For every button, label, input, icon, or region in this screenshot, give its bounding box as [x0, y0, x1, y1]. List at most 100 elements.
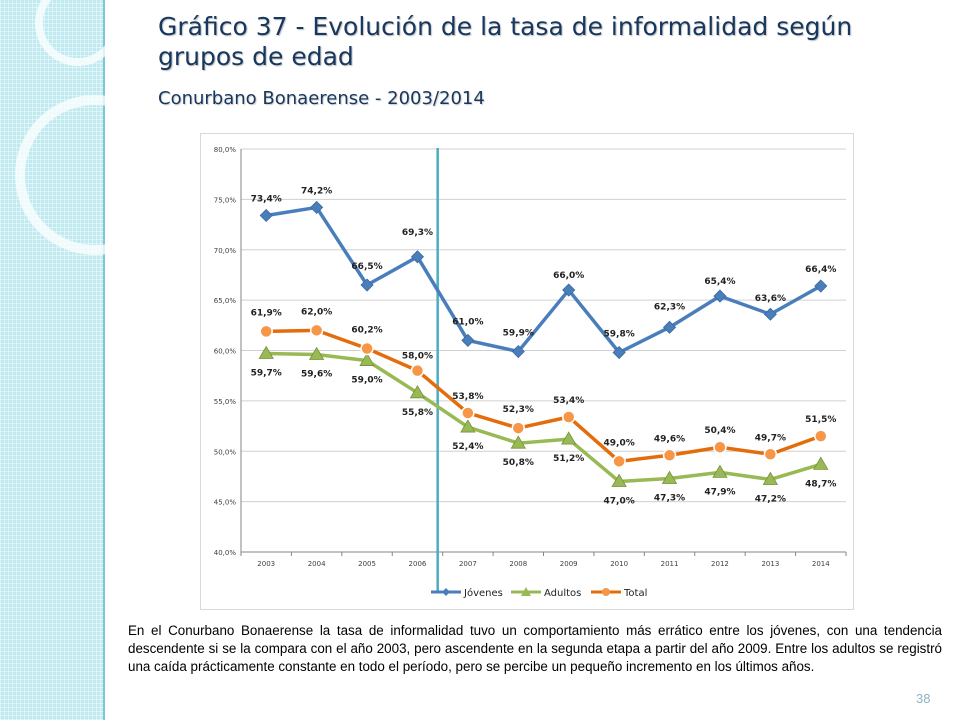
data-label: 52,4%	[452, 442, 483, 452]
y-tick-label: 80,0%	[214, 146, 237, 154]
line-chart: 40,0% 45,0% 50,0% 55,0% 60,0% 65,0% 70,0% 75,0%…	[214, 146, 847, 599]
data-label: 65,4%	[704, 277, 735, 287]
data-label: 55,8%	[402, 408, 433, 418]
slide-title: Gráfico 37 - Evolución de la tasa de inf…	[158, 12, 853, 71]
data-label: 74,2%	[301, 186, 332, 196]
slide-subtitle: Conurbano Bonaerense - 2003/2014	[158, 88, 485, 109]
data-point	[258, 345, 274, 359]
data-label: 59,9%	[503, 329, 534, 339]
data-point	[410, 363, 425, 378]
data-point	[309, 323, 324, 338]
data-point	[814, 429, 828, 443]
y-tick-label: 65,0%	[214, 297, 237, 305]
x-tick-label: 2004	[308, 560, 326, 568]
data-point	[460, 419, 476, 433]
data-point	[713, 289, 727, 303]
data-point	[561, 431, 577, 445]
data-point	[561, 410, 576, 424]
x-tick-label: 2007	[459, 560, 477, 568]
series-line-adultos	[266, 351, 822, 484]
decorative-side-line	[103, 0, 105, 720]
data-point	[259, 208, 273, 223]
data-label: 66,5%	[351, 262, 382, 272]
y-tick-label: 55,0%	[214, 398, 237, 406]
y-tick-label: 75,0%	[214, 196, 237, 204]
data-label: 50,4%	[704, 426, 735, 436]
y-tick-label: 70,0%	[214, 247, 237, 255]
data-point	[814, 279, 828, 293]
data-label: 62,0%	[301, 307, 332, 317]
data-point	[359, 352, 375, 366]
y-tick-label: 40,0%	[214, 549, 237, 557]
data-label: 49,0%	[604, 438, 635, 448]
data-point	[661, 470, 678, 484]
data-point	[612, 345, 626, 360]
data-point	[611, 473, 627, 487]
x-tick-label: 2005	[358, 560, 376, 568]
data-label: 47,0%	[604, 496, 635, 506]
data-label: 62,3%	[654, 302, 685, 312]
data-label: 73,4%	[251, 194, 282, 204]
data-point	[612, 454, 626, 469]
decorative-ring	[35, 0, 121, 66]
y-tick-label: 50,0%	[214, 448, 237, 456]
data-label: 53,4%	[553, 396, 584, 406]
x-tick-label: 2012	[711, 560, 729, 568]
legend-label: Jóvenes	[463, 587, 503, 599]
data-label: 52,3%	[503, 405, 534, 415]
data-label: 59,7%	[251, 369, 282, 379]
data-point	[562, 283, 576, 297]
x-tick-label: 2008	[509, 560, 527, 568]
x-tick-label: 2009	[560, 560, 578, 568]
data-label: 61,0%	[452, 317, 483, 327]
legend-marker	[442, 588, 450, 596]
x-tick-label: 2010	[610, 560, 628, 568]
series-line-jóvenes	[265, 205, 822, 355]
data-label: 59,6%	[301, 370, 332, 380]
data-point	[410, 250, 425, 264]
data-label: 60,2%	[351, 325, 382, 335]
data-label: 69,3%	[402, 228, 433, 238]
x-tick-label: 2013	[761, 560, 779, 568]
data-point	[712, 464, 728, 478]
data-point	[461, 333, 475, 347]
x-tick-label: 2003	[257, 560, 275, 568]
data-point	[409, 385, 426, 399]
data-point	[308, 346, 325, 360]
data-point	[511, 421, 526, 435]
data-label: 63,6%	[755, 294, 786, 304]
decorative-ring	[15, 95, 175, 255]
data-label: 59,8%	[604, 330, 635, 340]
data-label: 66,4%	[805, 265, 836, 275]
x-tick-label: 2011	[661, 560, 679, 568]
data-label: 47,9%	[704, 487, 735, 497]
data-point	[763, 447, 778, 462]
data-point	[510, 435, 526, 449]
y-tick-label: 60,0%	[214, 348, 237, 356]
data-point	[813, 456, 829, 470]
data-label: 50,8%	[503, 458, 534, 468]
data-label: 49,7%	[755, 433, 786, 443]
data-label: 61,9%	[251, 308, 282, 318]
data-point	[259, 324, 273, 339]
data-label: 47,3%	[654, 493, 685, 503]
data-point	[763, 307, 777, 321]
page-number: 38	[916, 691, 931, 706]
chart-area: 40,0% 45,0% 50,0% 55,0% 60,0% 65,0% 70,0% 75,0%…	[200, 133, 854, 610]
data-point	[662, 320, 677, 334]
y-tick-label: 45,0%	[214, 499, 237, 507]
x-tick-label: 2014	[812, 560, 830, 568]
data-point	[511, 344, 525, 359]
legend-marker	[602, 588, 610, 596]
legend-marker	[521, 587, 531, 596]
data-point	[762, 471, 779, 485]
series-line-total	[266, 328, 822, 464]
data-point	[310, 200, 324, 215]
data-label: 59,0%	[351, 376, 382, 386]
data-point	[461, 406, 475, 420]
legend-label: Total	[623, 588, 647, 599]
x-tick-label: 2006	[409, 560, 427, 568]
data-label: 58,0%	[402, 352, 433, 362]
data-label: 51,5%	[805, 415, 836, 425]
data-label: 66,0%	[553, 271, 584, 281]
